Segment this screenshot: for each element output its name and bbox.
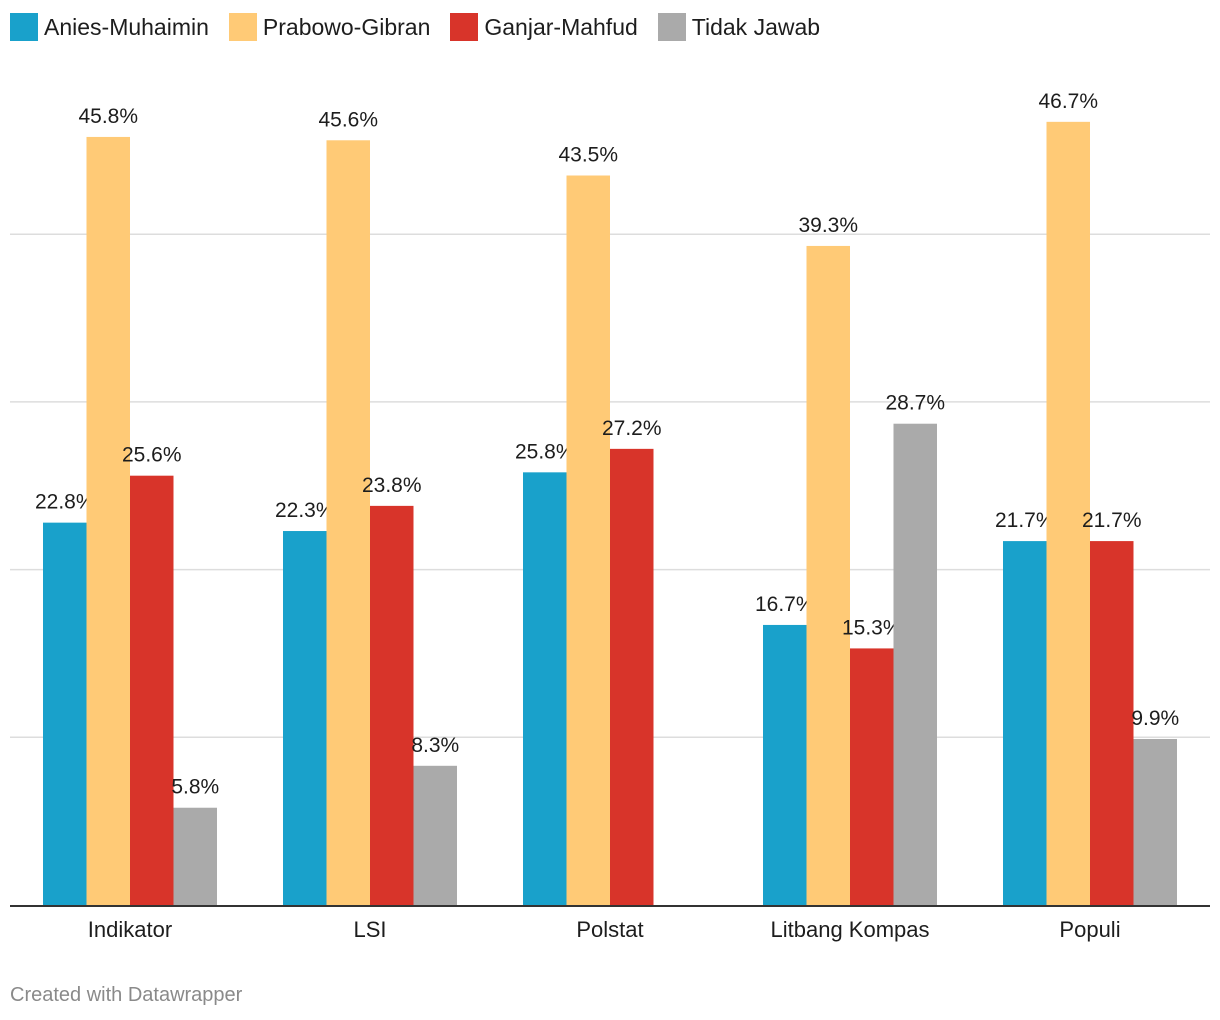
- bar-ganjar-mahfud: [850, 648, 894, 905]
- bar-anies-muhaimin: [763, 624, 807, 905]
- bar-prabowo-gibran: [566, 175, 610, 905]
- legend-item: Prabowo-Gibran: [228, 13, 431, 41]
- data-label: 27.2%: [602, 417, 662, 440]
- data-label: 46.7%: [1038, 90, 1098, 113]
- credit-text: Created with Datawrapper: [10, 984, 243, 1006]
- bar-prabowo-gibran: [326, 140, 370, 906]
- legend-item: Ganjar-Mahfud: [450, 13, 638, 41]
- x-tick-label: LSI: [353, 917, 386, 942]
- bar-anies-muhaimin: [1003, 541, 1047, 905]
- x-tick-label: Litbang Kompas: [771, 917, 930, 942]
- legend-label: Anies-Muhaimin: [44, 13, 209, 40]
- legend-item: Tidak Jawab: [657, 13, 821, 41]
- bar-anies-muhaimin: [523, 472, 567, 905]
- bar-tidak jawab: [173, 807, 217, 905]
- x-tick-label: Indikator: [88, 917, 172, 942]
- bar-prabowo-gibran: [86, 136, 130, 905]
- data-label: 8.3%: [411, 734, 459, 757]
- legend-swatch: [450, 13, 479, 41]
- legend-item: Anies-Muhaimin: [10, 13, 209, 41]
- bar-prabowo-gibran: [806, 245, 850, 906]
- bar-ganjar-mahfud: [1090, 541, 1134, 905]
- bar-ganjar-mahfud: [370, 505, 414, 905]
- legend: Anies-Muhaimin Prabowo-Gibran Ganjar-Mahfu…: [10, 12, 840, 42]
- bar-ganjar-mahfud: [130, 475, 174, 905]
- data-label: 45.6%: [318, 108, 378, 131]
- legend-label: Tidak Jawab: [691, 13, 821, 40]
- bar-ganjar-mahfud: [610, 448, 654, 905]
- data-label: 43.5%: [558, 144, 618, 167]
- data-label: 45.8%: [78, 105, 138, 128]
- bar-tidak jawab: [1133, 738, 1177, 905]
- bar-tidak jawab: [413, 765, 457, 905]
- x-tick-label: Populi: [1059, 917, 1120, 942]
- data-label: 21.7%: [1082, 509, 1142, 532]
- bar-chart: 22.8% 45.8% 25.6% 5.8% Indikator 22.3% 45.6% 23…: [10, 90, 1210, 942]
- data-label: 39.3%: [798, 214, 858, 237]
- data-label: 9.9%: [1131, 707, 1179, 730]
- data-label: 25.6%: [122, 444, 182, 467]
- bar-anies-muhaimin: [43, 522, 87, 905]
- legend-swatch: [10, 13, 38, 41]
- legend-swatch: [228, 13, 257, 41]
- legend-label: Prabowo-Gibran: [262, 13, 431, 40]
- data-label: 22.8%: [35, 491, 95, 514]
- bar-prabowo-gibran: [1046, 121, 1090, 905]
- data-label: 28.7%: [885, 392, 945, 415]
- legend-label: Ganjar-Mahfud: [484, 13, 638, 40]
- x-tick-label: Polstat: [576, 917, 643, 942]
- data-label: 25.8%: [515, 440, 575, 463]
- legend-swatch: [657, 13, 686, 41]
- data-label: 5.8%: [171, 776, 219, 799]
- data-label: 22.3%: [275, 499, 335, 522]
- data-label: 15.3%: [842, 616, 902, 639]
- bar-tidak jawab: [893, 423, 937, 905]
- data-label: 16.7%: [755, 593, 815, 616]
- data-label: 21.7%: [995, 509, 1055, 532]
- bar-anies-muhaimin: [283, 531, 327, 905]
- data-label: 23.8%: [362, 474, 422, 497]
